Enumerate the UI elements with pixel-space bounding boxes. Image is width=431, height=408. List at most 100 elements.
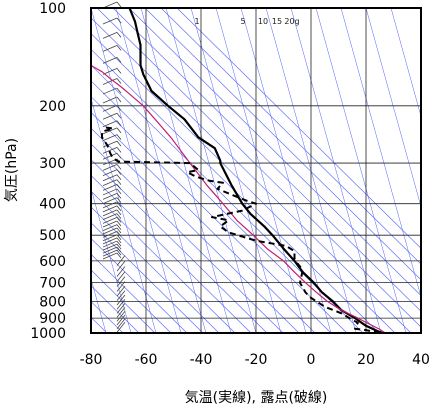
wind-barb [102,193,118,200]
wind-barb [102,246,118,254]
dry-adiabat-line [160,8,421,265]
x-tick-label: 20 [357,352,375,368]
wind-barb [102,67,118,75]
y-tick-label: 200 [39,99,66,115]
wind-barb [102,120,118,128]
mixing-ratio-line [91,97,157,333]
wind-barb [116,285,126,297]
wind-barb [102,234,118,242]
dry-adiabat-line [144,8,421,281]
wind-barb-flag [116,197,122,203]
x-tick-label: -60 [135,352,158,368]
plot-frame [90,7,422,334]
wind-barb [116,322,126,333]
wind-barb [116,271,126,282]
wind-barb [116,307,126,318]
wind-barb-flag [116,152,122,159]
wind-barb-flag [116,147,122,153]
dry-adiabat-line [91,80,348,333]
x-tick-label: -40 [190,352,213,368]
wind-barb [102,31,118,39]
wind-barb [102,220,118,228]
wind-barb [102,227,118,235]
dry-adiabat-line [91,206,220,333]
dry-adiabat-line [91,17,412,333]
mixing-ratio-label: 10 [258,17,268,26]
wind-barb-flag [116,193,122,199]
wind-barb [102,17,118,25]
wind-barb-flag [116,87,122,94]
wind-barb-flag [116,243,122,250]
wind-barb-flag [116,140,122,147]
wind-barb [102,209,118,217]
wind-barb-flag [116,105,122,111]
wind-barb [102,183,118,191]
wind-barb [102,105,118,112]
wind-barb-flag [116,249,122,256]
x-tick-label: 40 [412,352,430,368]
y-axis-title: 気圧(hPa) [4,138,20,202]
wind-barb [116,298,126,310]
dry-adiabat-line [91,111,316,333]
dry-adiabat-line [128,8,421,296]
wind-barb [102,56,118,64]
dewpoint-line [101,125,381,333]
wind-barb-flag [116,234,122,240]
dry-adiabat-line [91,159,268,333]
wind-barb-flag [116,205,122,212]
wind-barb [116,294,126,306]
dry-adiabat-line [91,222,204,333]
wind-barb [102,127,118,135]
wind-barb-flag [116,213,122,219]
wind-barb [102,164,118,171]
wind-barb [102,205,118,213]
wind-barb-flag [116,209,122,216]
wind-barb-flag [116,240,122,247]
wind-barb-flag [116,113,122,119]
wind-barb-flag [116,252,122,259]
y-tick-label: 100 [39,1,66,17]
wind-barb [102,237,118,245]
x-tick-label: -20 [245,352,268,368]
mixing-ratio-line [290,8,382,333]
temperature-line [128,8,383,333]
mixing-ratio-line [365,8,421,208]
wind-barb [116,260,126,272]
dry-adiabat-line [91,269,156,333]
wind-barb-flag [116,1,122,8]
y-tick-label: 800 [39,295,66,311]
dry-adiabat-line [91,190,236,333]
wind-barb [102,217,118,224]
wind-barb [102,243,118,251]
wind-barb-flag [116,237,122,244]
parcel-line [91,64,386,333]
wind-barb [102,112,118,120]
wind-barb [102,152,118,160]
y-tick-label: 900 [39,311,66,327]
x-tick-labels: -80 -60 -40 -20 0 20 40 [80,352,430,368]
dry-adiabat-line [91,253,172,333]
wind-barb-flag [116,164,122,170]
wind-barb [102,224,118,231]
wind-barb [102,45,118,52]
wind-barb [116,314,126,326]
dry-adiabat-line [112,8,421,312]
wind-barb-flag [116,179,122,185]
wind-barb [102,96,118,104]
wind-barb-flag [116,217,122,223]
wind-barb [116,303,126,314]
y-tick-label: 400 [39,197,66,213]
mixing-ratio-label: 20g [284,17,299,26]
mixing-ratio-labels: 1 5 10 15 20g [194,17,299,26]
dry-adiabat-line [91,64,364,333]
wind-barb-flag [116,96,122,103]
wind-barb-flag [116,201,122,208]
dry-adiabat-line [91,33,396,333]
wind-barb [116,276,126,287]
mixing-ratio-line [315,8,407,333]
wind-barb-flag [116,169,122,175]
wind-barb [116,255,126,266]
wind-barb-flag [116,57,122,63]
